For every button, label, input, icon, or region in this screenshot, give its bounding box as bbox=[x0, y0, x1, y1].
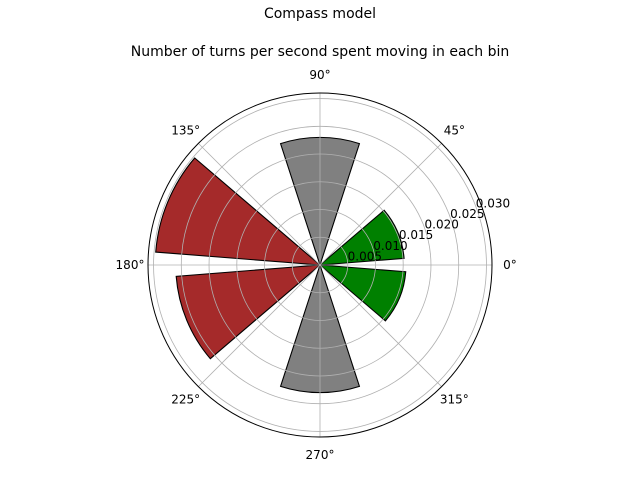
r-tick-label-1: 0.010 bbox=[373, 239, 407, 253]
bar-0 bbox=[318, 209, 405, 266]
bar-5 bbox=[318, 264, 407, 322]
theta-tick-label-4: 180° bbox=[116, 258, 145, 272]
theta-grid-line-7 bbox=[319, 264, 442, 387]
theta-tick-label-1: 45° bbox=[444, 124, 465, 138]
theta-grid-line-1 bbox=[319, 143, 442, 266]
r-tick-label-0: 0.005 bbox=[348, 249, 382, 263]
polar-frame bbox=[147, 92, 493, 438]
chart-title: Number of turns per second spent moving … bbox=[130, 44, 510, 60]
figure-suptitle: Compass model bbox=[263, 6, 377, 22]
theta-grid-line-3 bbox=[198, 143, 321, 266]
theta-tick-label-5: 225° bbox=[171, 392, 200, 406]
bar-2 bbox=[155, 157, 322, 266]
r-tick-label-3: 0.020 bbox=[425, 218, 459, 232]
theta-tick-label-6: 270° bbox=[306, 448, 335, 462]
grid-layer bbox=[147, 92, 493, 438]
r-tick-label-4: 0.025 bbox=[450, 207, 484, 221]
theta-tick-label-3: 135° bbox=[171, 124, 200, 138]
theta-tick-label-0: 0° bbox=[503, 258, 517, 272]
theta-grid-line-5 bbox=[198, 264, 321, 387]
bar-3 bbox=[175, 264, 322, 360]
r-tick-label-5: 0.030 bbox=[476, 196, 510, 210]
theta-tick-label-7: 315° bbox=[440, 392, 469, 406]
theta-tick-label-2: 90° bbox=[309, 68, 330, 82]
r-tick-label-2: 0.015 bbox=[399, 228, 433, 242]
labels-layer: 0°45°90°135°180°225°270°315°0.0050.0100.… bbox=[116, 68, 517, 462]
